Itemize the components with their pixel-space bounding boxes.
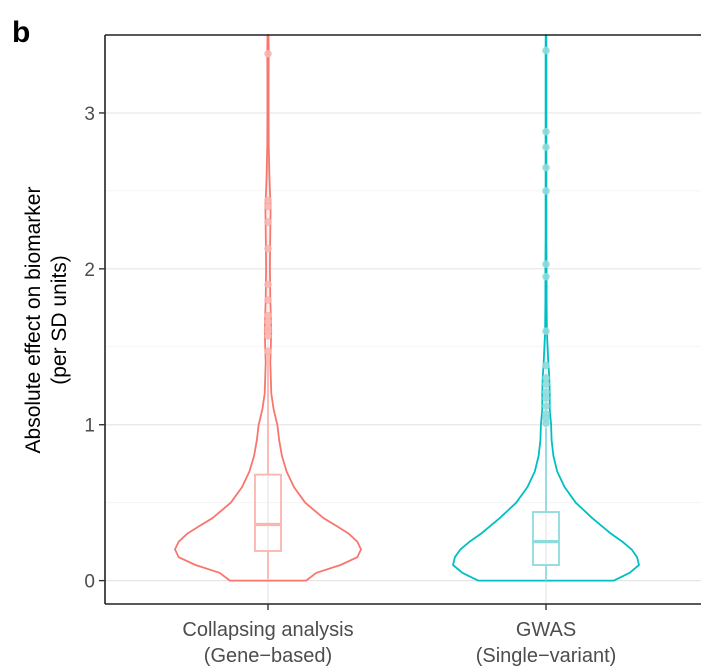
outlier-point <box>542 327 550 335</box>
panel-label: b <box>12 16 30 49</box>
outlier-point <box>542 402 550 410</box>
violin-group-2 <box>452 34 640 582</box>
y-tick-label: 1 <box>84 416 95 437</box>
x-tick-label-line-1: Collapsing analysis <box>182 619 353 641</box>
outlier-point <box>264 244 272 253</box>
x-tick-label-line-1: GWAS <box>516 619 576 641</box>
x-tick-label-line-2: (Gene−based) <box>204 645 332 667</box>
y-ticks: 0 1 2 3 <box>84 104 105 593</box>
y-tick-label: 0 <box>84 572 95 593</box>
outlier-point <box>542 163 550 172</box>
gridlines <box>105 35 701 604</box>
violins <box>174 34 640 582</box>
y-axis-title-line-2: (per SD units) <box>48 255 71 385</box>
y-axis-title-line-1: Absolute effect on biomarker <box>22 187 45 454</box>
outlier-point <box>264 318 272 326</box>
outlier-point <box>542 187 550 195</box>
x-ticks: Collapsing analysis (Gene−based) GWAS (Sing… <box>182 604 616 667</box>
outlier-point <box>264 311 272 320</box>
y-tick-label: 3 <box>84 104 95 125</box>
y-axis-title: Absolute effect on biomarker (per SD uni… <box>22 187 71 454</box>
outlier-point <box>542 410 550 418</box>
outlier-point <box>542 260 550 268</box>
outlier-point <box>264 196 272 205</box>
outlier-point <box>542 394 550 403</box>
outlier-point <box>542 127 550 136</box>
outlier-point <box>542 374 550 382</box>
outlier-point <box>542 361 550 370</box>
x-tick-label-line-2: (Single−variant) <box>476 645 617 667</box>
outlier-point <box>264 202 272 211</box>
outlier-point <box>542 272 550 281</box>
outlier-point <box>542 46 550 55</box>
violin-group-1 <box>174 34 362 582</box>
outlier-point <box>264 218 272 226</box>
outlier-point <box>542 388 550 396</box>
outlier-point <box>264 347 272 356</box>
outlier-point <box>264 280 272 289</box>
box-iqr <box>254 473 282 552</box>
outlier-point <box>264 296 272 304</box>
outlier-point <box>264 324 272 332</box>
box-iqr <box>532 511 560 566</box>
outlier-point <box>264 49 272 58</box>
outlier-point <box>542 143 550 152</box>
y-tick-label: 2 <box>84 260 95 281</box>
outlier-point <box>542 380 550 388</box>
